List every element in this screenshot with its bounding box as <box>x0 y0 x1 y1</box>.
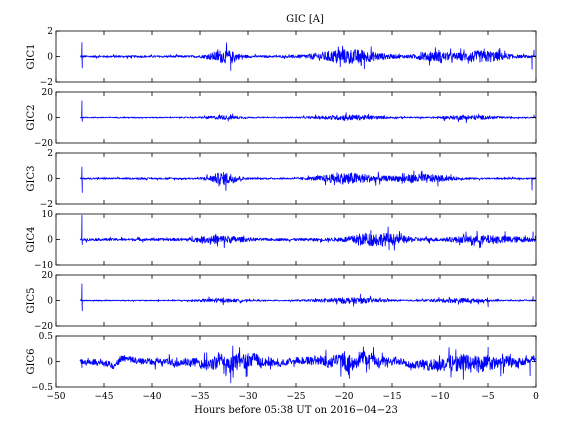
y-tick-label: 0 <box>47 114 53 124</box>
x-axis: −50 −45 −40 −35 −30 −25 −20 −15 −10 −5 0 <box>47 392 540 402</box>
x-tick-label: −45 <box>95 392 114 402</box>
y-tick-label: 2 <box>47 149 53 159</box>
y-tick-label: 0 <box>47 53 53 63</box>
x-tick-label: −10 <box>431 392 450 402</box>
x-tick-label: −35 <box>191 392 210 402</box>
panels: −202GIC1−20020GIC2−202GIC3−10010GIC4−200… <box>26 27 537 393</box>
y-tick-label: 0 <box>47 175 53 185</box>
x-tick-label: −30 <box>239 392 258 402</box>
y-tick-label: 0 <box>47 297 53 307</box>
x-axis-title: Hours before 05:38 UT on 2016−04−23 <box>194 405 398 416</box>
x-tick-label: −40 <box>143 392 162 402</box>
x-tick-label: −50 <box>47 392 66 402</box>
panel-1: −2 0 2 GIC1 <box>26 27 537 88</box>
y-tick-label: 0 <box>47 236 53 246</box>
y-axis-title: GIC1 <box>26 44 37 70</box>
y-axis-title: GIC4 <box>26 227 37 253</box>
gic-trace <box>79 42 536 71</box>
panel-2: −20 0 20 GIC2 <box>26 88 537 149</box>
chart-title: GIC [A] <box>286 14 324 25</box>
x-tick-label: −20 <box>335 392 354 402</box>
y-tick-label: 0.5 <box>39 332 54 342</box>
gic-trace <box>79 100 536 124</box>
x-tick-label: 0 <box>533 392 539 402</box>
y-tick-label: 2 <box>47 27 53 37</box>
gic-trace <box>79 166 536 193</box>
y-tick-label: 0 <box>47 358 53 368</box>
y-tick-label: 10 <box>42 210 54 220</box>
gic-trace <box>79 214 536 251</box>
gic-trace <box>79 345 536 384</box>
y-tick-label: −0.5 <box>31 383 53 393</box>
y-tick-label: 20 <box>42 271 54 281</box>
y-tick-label: −2 <box>40 200 53 210</box>
panel-4: −10 0 10 GIC4 <box>26 210 537 271</box>
x-tick-label: −5 <box>481 392 495 402</box>
x-tick-label: −25 <box>287 392 306 402</box>
x-tick-label: −15 <box>383 392 402 402</box>
y-axis-title: GIC2 <box>26 105 37 131</box>
y-tick-label: 20 <box>42 88 54 98</box>
y-tick-label: −10 <box>34 261 53 271</box>
gic-trace <box>79 283 536 312</box>
y-axis-title: GIC6 <box>26 349 37 375</box>
y-tick-label: −20 <box>34 139 53 149</box>
panel-5: −20 0 20 GIC5 <box>26 271 537 332</box>
y-axis-title: GIC3 <box>26 166 37 192</box>
y-tick-label: −2 <box>40 78 53 88</box>
panel-3: −2 0 2 GIC3 <box>26 149 537 210</box>
y-tick-label: −20 <box>34 322 53 332</box>
y-axis-title: GIC5 <box>26 288 37 314</box>
